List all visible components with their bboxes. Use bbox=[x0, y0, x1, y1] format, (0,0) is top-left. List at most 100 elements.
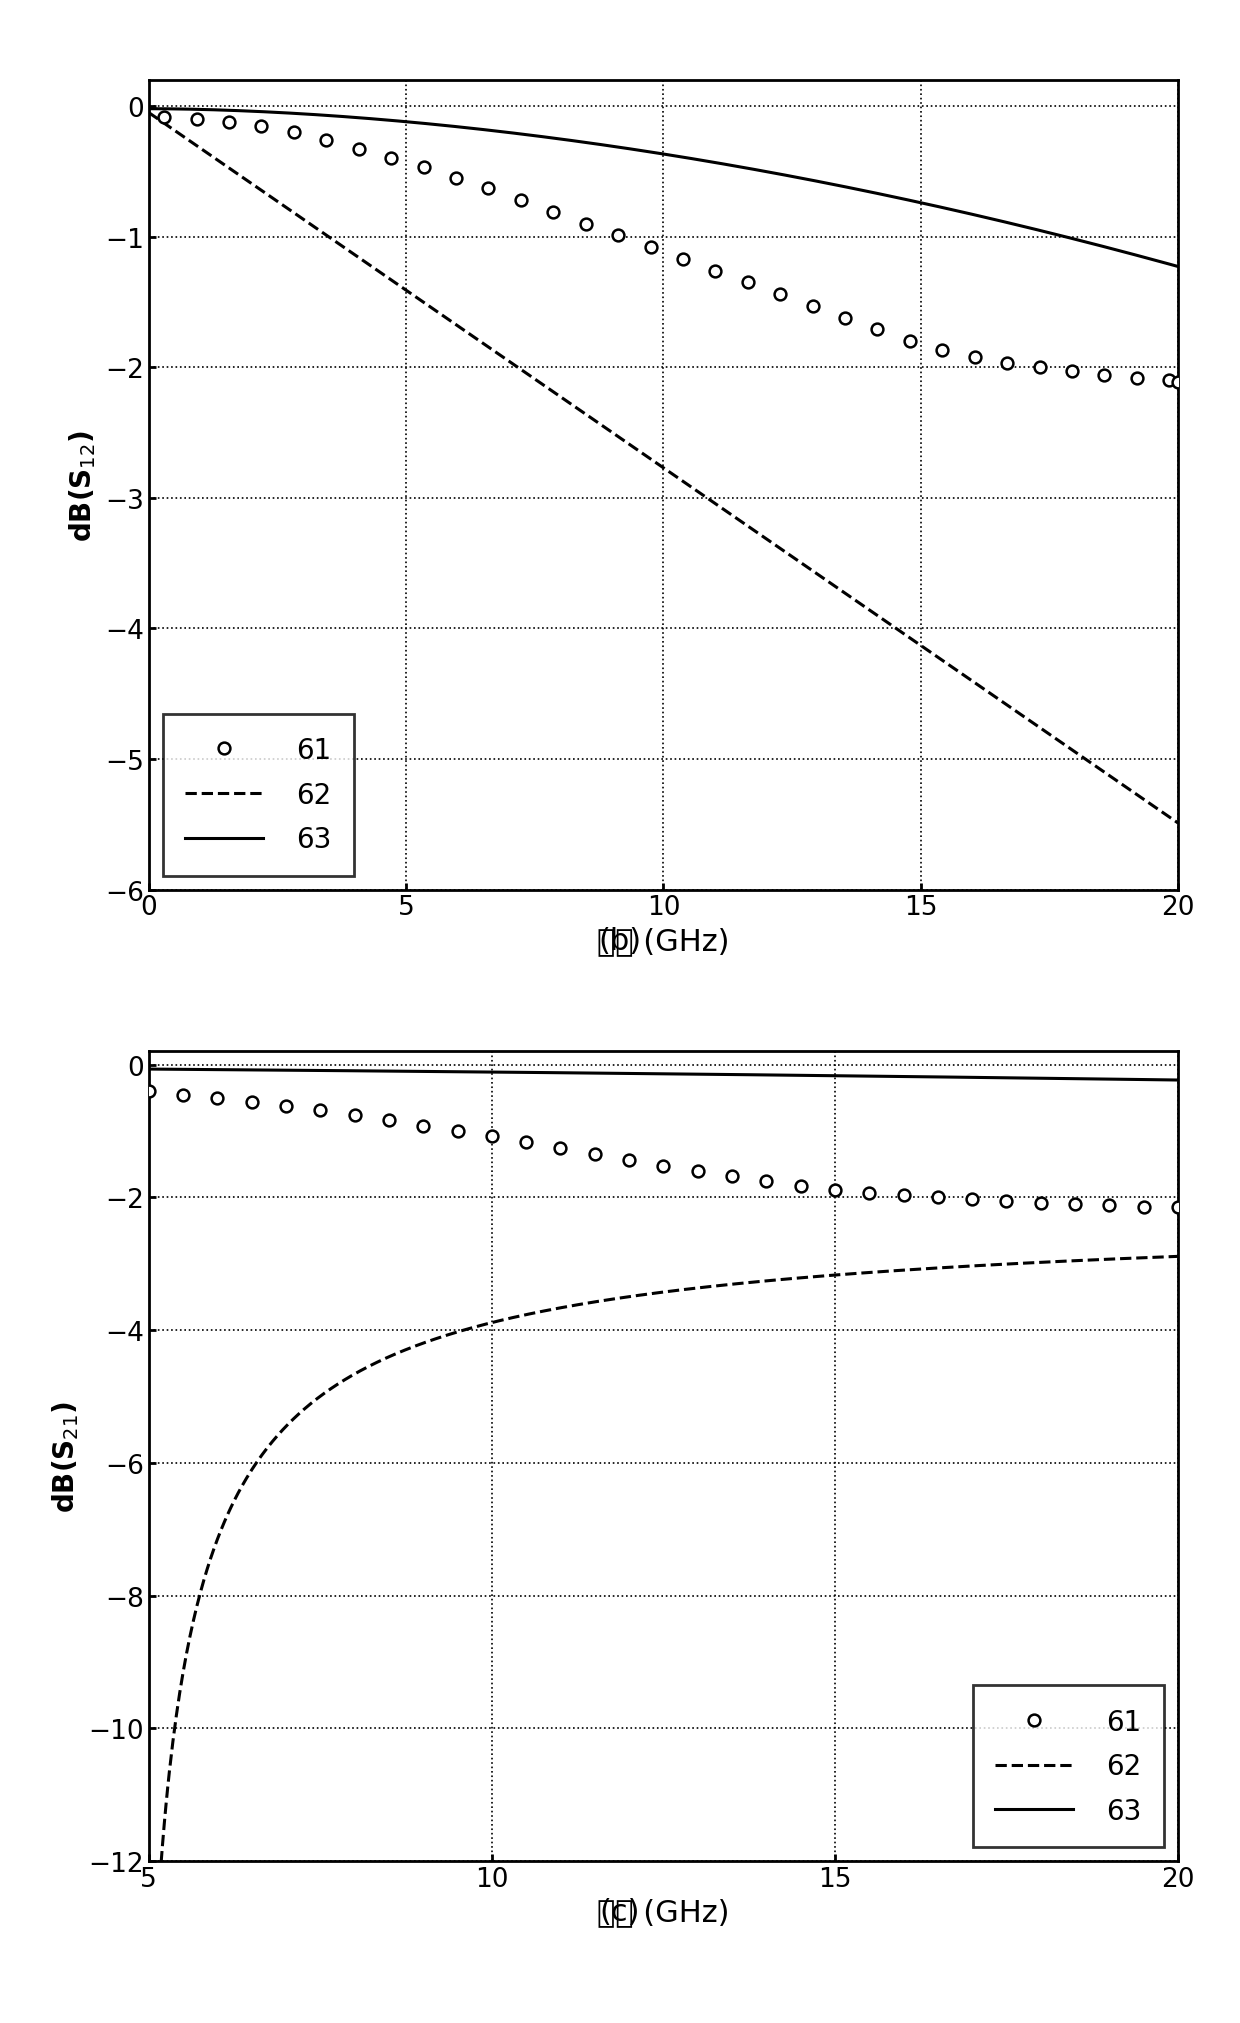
62 bbox=[748, 1270, 763, 1295]
61 bbox=[759, 1169, 774, 1194]
Line: 61: 61 bbox=[159, 111, 1184, 388]
Y-axis label: dB(S$_{12}$): dB(S$_{12}$) bbox=[67, 429, 98, 542]
63 bbox=[828, 1064, 843, 1088]
61 bbox=[897, 1183, 911, 1208]
61 bbox=[1162, 368, 1177, 392]
63 bbox=[141, 1058, 156, 1082]
61 bbox=[708, 259, 723, 283]
61 bbox=[773, 283, 787, 307]
61 bbox=[621, 1147, 636, 1171]
61 bbox=[1171, 370, 1185, 394]
61 bbox=[805, 295, 820, 320]
61 bbox=[286, 121, 301, 146]
61 bbox=[588, 1141, 603, 1165]
Line: 63: 63 bbox=[149, 109, 1178, 267]
Text: (b): (b) bbox=[599, 927, 641, 955]
63 bbox=[608, 1062, 622, 1086]
63 bbox=[324, 105, 339, 129]
61 bbox=[449, 166, 464, 190]
62 bbox=[324, 1378, 339, 1402]
61 bbox=[967, 346, 982, 370]
61 bbox=[513, 188, 528, 212]
61 bbox=[450, 1119, 465, 1143]
Line: 62: 62 bbox=[149, 1256, 1178, 2023]
61 bbox=[935, 340, 950, 364]
Line: 61: 61 bbox=[143, 1086, 1184, 1214]
61 bbox=[244, 1090, 259, 1115]
62 bbox=[405, 283, 420, 307]
61 bbox=[279, 1094, 294, 1119]
61 bbox=[1136, 1196, 1151, 1220]
61 bbox=[190, 107, 205, 131]
62 bbox=[748, 520, 763, 544]
62 bbox=[608, 423, 622, 447]
61 bbox=[141, 1080, 156, 1105]
61 bbox=[740, 271, 755, 295]
61 bbox=[930, 1185, 945, 1210]
61 bbox=[610, 225, 625, 249]
61 bbox=[481, 178, 496, 202]
61 bbox=[347, 1103, 362, 1127]
63 bbox=[748, 1064, 763, 1088]
63 bbox=[608, 136, 622, 160]
61 bbox=[176, 1082, 191, 1107]
61 bbox=[383, 148, 398, 172]
61 bbox=[553, 1137, 568, 1161]
61 bbox=[724, 1165, 739, 1190]
61 bbox=[691, 1159, 706, 1183]
61 bbox=[415, 1115, 430, 1139]
61 bbox=[222, 111, 237, 136]
63 bbox=[1171, 255, 1185, 279]
Line: 63: 63 bbox=[149, 1070, 1178, 1080]
62 bbox=[828, 575, 843, 599]
61 bbox=[1033, 1192, 1048, 1216]
62 bbox=[916, 635, 931, 659]
61 bbox=[417, 156, 432, 180]
61 bbox=[312, 1098, 327, 1123]
61 bbox=[794, 1173, 808, 1198]
63 bbox=[828, 174, 843, 198]
61 bbox=[999, 352, 1014, 376]
61 bbox=[382, 1109, 397, 1133]
63 bbox=[405, 111, 420, 136]
61 bbox=[1068, 1192, 1083, 1216]
62 bbox=[141, 101, 156, 125]
61 bbox=[1102, 1194, 1117, 1218]
61 bbox=[676, 247, 691, 271]
63 bbox=[916, 1064, 931, 1088]
Legend: 61, 62, 63: 61, 62, 63 bbox=[973, 1685, 1164, 1847]
63 bbox=[324, 1058, 339, 1082]
61 bbox=[837, 305, 852, 330]
61 bbox=[999, 1190, 1014, 1214]
Line: 62: 62 bbox=[149, 113, 1178, 823]
62 bbox=[916, 1256, 931, 1281]
63 bbox=[141, 97, 156, 121]
61 bbox=[1130, 366, 1145, 390]
61 bbox=[827, 1177, 842, 1202]
61 bbox=[862, 1181, 877, 1206]
Legend: 61, 62, 63: 61, 62, 63 bbox=[162, 714, 353, 876]
61 bbox=[156, 105, 171, 129]
Text: (c): (c) bbox=[600, 1898, 640, 1926]
62 bbox=[1171, 1244, 1185, 1268]
61 bbox=[578, 212, 593, 237]
61 bbox=[254, 115, 269, 140]
61 bbox=[319, 129, 334, 154]
61 bbox=[1065, 360, 1080, 384]
61 bbox=[965, 1188, 980, 1212]
63 bbox=[916, 192, 931, 216]
X-axis label: 频率 (GHz): 频率 (GHz) bbox=[598, 927, 729, 955]
Y-axis label: dB(S$_{21}$): dB(S$_{21}$) bbox=[51, 1400, 82, 1513]
61 bbox=[656, 1153, 671, 1177]
63 bbox=[748, 158, 763, 182]
62 bbox=[405, 1335, 420, 1359]
X-axis label: 频率 (GHz): 频率 (GHz) bbox=[598, 1898, 729, 1926]
61 bbox=[644, 237, 658, 261]
61 bbox=[1097, 364, 1112, 388]
61 bbox=[518, 1131, 533, 1155]
61 bbox=[546, 200, 560, 225]
61 bbox=[870, 318, 885, 342]
61 bbox=[1032, 356, 1047, 380]
62 bbox=[324, 227, 339, 251]
61 bbox=[903, 330, 918, 354]
